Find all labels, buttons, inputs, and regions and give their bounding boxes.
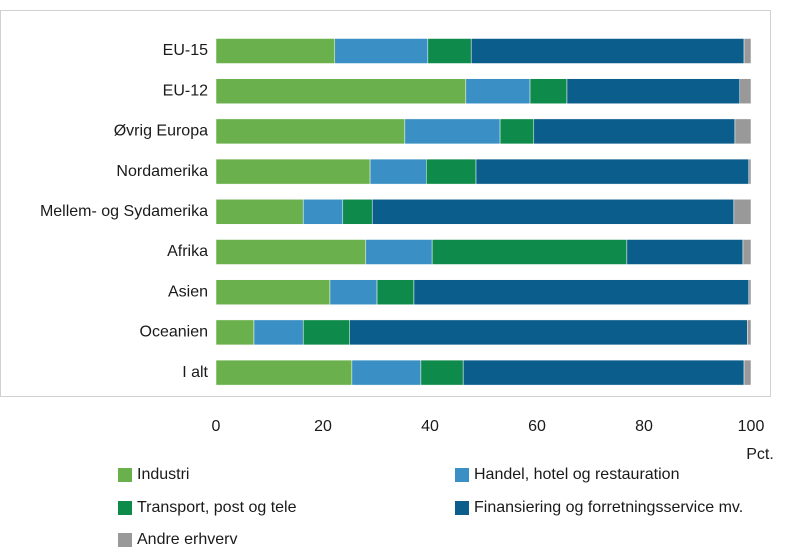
x-tick-label: 20 bbox=[314, 418, 332, 435]
bar-segment bbox=[743, 359, 752, 386]
x-axis-label: Pct. bbox=[746, 446, 774, 463]
bar-segment bbox=[470, 38, 745, 64]
bar-segment bbox=[369, 158, 427, 185]
bar-segment bbox=[215, 239, 367, 265]
x-tick-label: 0 bbox=[212, 418, 221, 435]
y-tick-label: EU-15 bbox=[163, 42, 208, 59]
bar-segment bbox=[420, 359, 464, 386]
bar-segment bbox=[462, 359, 745, 386]
bar-segment bbox=[253, 319, 304, 346]
bar-segment bbox=[742, 239, 752, 265]
y-tick-label: Oceanien bbox=[140, 324, 209, 341]
bar-segment bbox=[475, 158, 750, 185]
bar-segment bbox=[371, 199, 735, 225]
bar-segment bbox=[431, 239, 628, 265]
y-tick-label: Øvrig Europa bbox=[114, 123, 208, 140]
bar-segment bbox=[215, 199, 304, 225]
bar-segment bbox=[365, 239, 433, 265]
bar-segment bbox=[626, 239, 744, 265]
legend-label: Handel, hotel og restauration bbox=[474, 466, 679, 483]
bar-segment bbox=[426, 158, 477, 185]
y-tick-label: Afrika bbox=[167, 243, 208, 260]
bar-segment bbox=[349, 319, 748, 346]
legend-swatch bbox=[455, 468, 469, 482]
bar-segment bbox=[215, 118, 406, 145]
bar-segment bbox=[427, 38, 472, 64]
y-tick-label: Asien bbox=[168, 283, 208, 300]
x-tick-label: 60 bbox=[528, 418, 546, 435]
bar-segment bbox=[351, 359, 422, 386]
legend-label: Transport, post og tele bbox=[137, 499, 297, 516]
bar-segment bbox=[342, 199, 373, 225]
bar-segment bbox=[743, 38, 752, 64]
legend-swatch bbox=[455, 501, 469, 515]
bar-segment bbox=[465, 78, 531, 104]
bar-segment bbox=[533, 118, 736, 145]
y-tick-label: I alt bbox=[182, 364, 208, 381]
bar-segment bbox=[499, 118, 535, 145]
bar-segment bbox=[376, 279, 415, 305]
bar-segment bbox=[215, 158, 371, 185]
x-tick-label: 40 bbox=[421, 418, 439, 435]
y-tick-label: EU-12 bbox=[163, 82, 208, 99]
legend-swatch bbox=[118, 533, 132, 547]
legend-label: Finansiering og forretningsservice mv. bbox=[474, 499, 743, 516]
bar-segment bbox=[302, 199, 344, 225]
x-tick-label: 100 bbox=[738, 418, 765, 435]
bar-segment bbox=[733, 199, 752, 225]
bar-segment bbox=[334, 38, 429, 64]
x-tick-label: 80 bbox=[635, 418, 653, 435]
bar-segment bbox=[748, 279, 752, 305]
legend-label: Andre erhverv bbox=[137, 531, 238, 548]
bar-segment bbox=[215, 279, 331, 305]
bar-segment bbox=[329, 279, 378, 305]
bar-segment bbox=[215, 78, 467, 104]
bar-segment bbox=[413, 279, 750, 305]
legend-swatch bbox=[118, 468, 132, 482]
bar-segment bbox=[215, 359, 353, 386]
bar-segment bbox=[748, 158, 752, 185]
legend-swatch bbox=[118, 501, 132, 515]
y-tick-label: Nordamerika bbox=[116, 163, 208, 180]
bar-segment bbox=[529, 78, 568, 104]
legend-label: Industri bbox=[137, 466, 189, 483]
bar-segment bbox=[404, 118, 501, 145]
bar-segment bbox=[566, 78, 741, 104]
bar-segment bbox=[215, 319, 255, 346]
bar-segment bbox=[734, 118, 752, 145]
bar-segment bbox=[215, 38, 336, 64]
bar-segment bbox=[302, 319, 350, 346]
bar-segment bbox=[739, 78, 752, 104]
bar-segment bbox=[747, 319, 752, 346]
y-tick-label: Mellem- og Sydamerika bbox=[40, 203, 208, 220]
